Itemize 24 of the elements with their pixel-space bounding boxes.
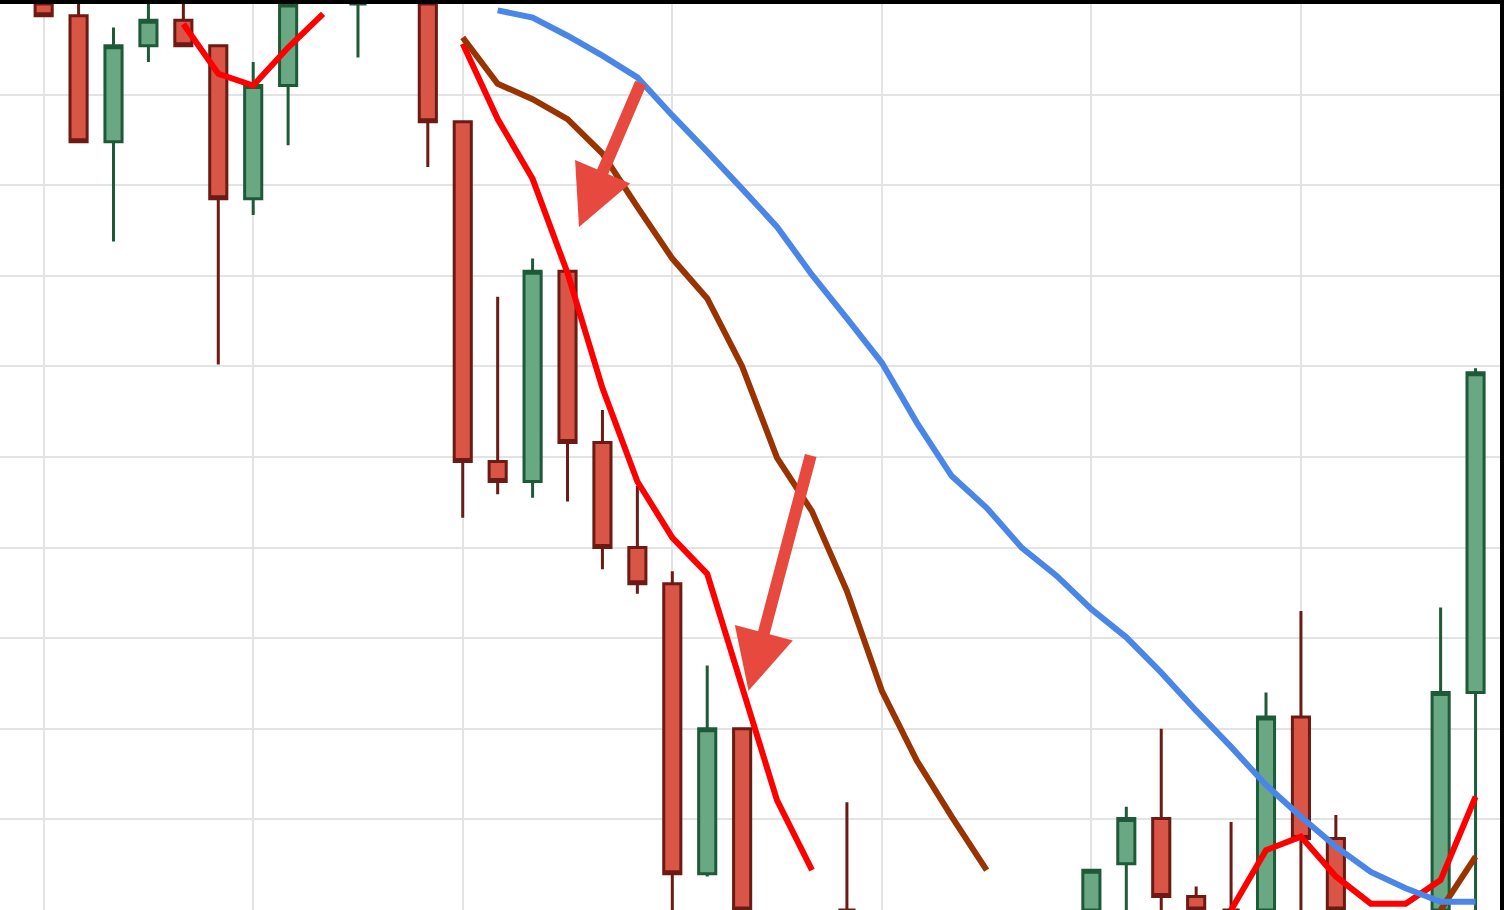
candlestick xyxy=(697,663,718,878)
candlestick xyxy=(1151,727,1172,910)
candlestick xyxy=(33,4,54,18)
candlestick xyxy=(138,4,159,64)
candlestick xyxy=(487,295,508,496)
candlestick xyxy=(1081,868,1102,910)
candlestick xyxy=(1290,609,1311,910)
candlestick xyxy=(627,484,648,596)
candlestick xyxy=(208,44,229,367)
candlestick xyxy=(732,727,753,910)
candlestick xyxy=(68,4,89,144)
candlestick xyxy=(522,257,543,500)
candlestick xyxy=(103,26,124,243)
candlestick xyxy=(347,4,369,59)
candlestick xyxy=(557,269,578,503)
candlestick xyxy=(1465,366,1486,910)
candlestick xyxy=(417,4,438,169)
candlestick xyxy=(1116,805,1137,910)
candlestick xyxy=(1186,884,1207,910)
candlestick xyxy=(1430,605,1451,910)
candlestick xyxy=(243,60,264,217)
candlestick xyxy=(278,4,299,147)
candlestick xyxy=(1255,691,1277,910)
candlestick xyxy=(592,408,613,571)
